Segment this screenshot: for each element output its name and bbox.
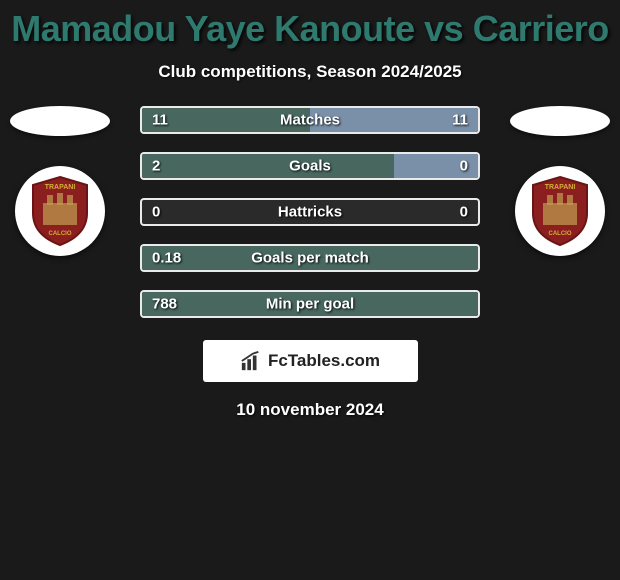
stat-value-left: 0 [152,204,160,221]
subtitle: Club competitions, Season 2024/2025 [0,62,620,82]
title-text: Mamadou Yaye Kanoute vs Carriero [11,8,609,49]
stat-row-min-per-goal: 788 Min per goal [140,290,480,318]
svg-text:TRAPANI: TRAPANI [545,184,576,191]
shield-icon: TRAPANI CALCIO [529,175,591,247]
stat-label: Goals per match [251,250,369,267]
stat-label: Goals [289,158,331,175]
right-flag [510,106,610,136]
stat-row-matches: 11 11 Matches [140,106,480,134]
shield-icon: TRAPANI CALCIO [29,175,91,247]
stat-label: Hattricks [278,204,342,221]
bar-chart-icon [240,350,262,372]
stat-row-goals: 2 0 Goals [140,152,480,180]
svg-text:CALCIO: CALCIO [549,231,572,237]
stat-value-right: 11 [452,112,468,129]
brand-text: FcTables.com [268,351,380,371]
badge-text-top: TRAPANI [45,184,76,191]
badge-text-bottom: CALCIO [49,231,72,237]
stat-label: Min per goal [266,296,354,313]
stats-column: 11 11 Matches 2 0 Goals 0 0 Hattricks 0.18 Goals p… [140,106,480,318]
stat-label: Matches [280,112,340,129]
comparison-area: TRAPANI CALCIO 11 11 Matches 2 0 Goals 0 0 Hattr… [0,106,620,318]
right-player-col: TRAPANI CALCIO [510,106,610,256]
left-flag [10,106,110,136]
stat-row-goals-per-match: 0.18 Goals per match [140,244,480,272]
comparison-infographic: Mamadou Yaye Kanoute vs Carriero Club co… [0,0,620,580]
brand-badge[interactable]: FcTables.com [203,340,418,382]
stat-value-left: 788 [152,296,177,313]
right-club-badge: TRAPANI CALCIO [515,166,605,256]
stat-value-left: 0.18 [152,250,181,267]
stat-value-left: 2 [152,158,160,175]
date-text: 10 november 2024 [0,400,620,420]
bar-left [142,154,394,178]
stat-value-right: 0 [460,204,468,221]
stat-row-hattricks: 0 0 Hattricks [140,198,480,226]
page-title: Mamadou Yaye Kanoute vs Carriero [0,8,620,50]
stat-value-left: 11 [152,112,168,129]
left-club-badge: TRAPANI CALCIO [15,166,105,256]
left-player-col: TRAPANI CALCIO [10,106,110,256]
stat-value-right: 0 [460,158,468,175]
